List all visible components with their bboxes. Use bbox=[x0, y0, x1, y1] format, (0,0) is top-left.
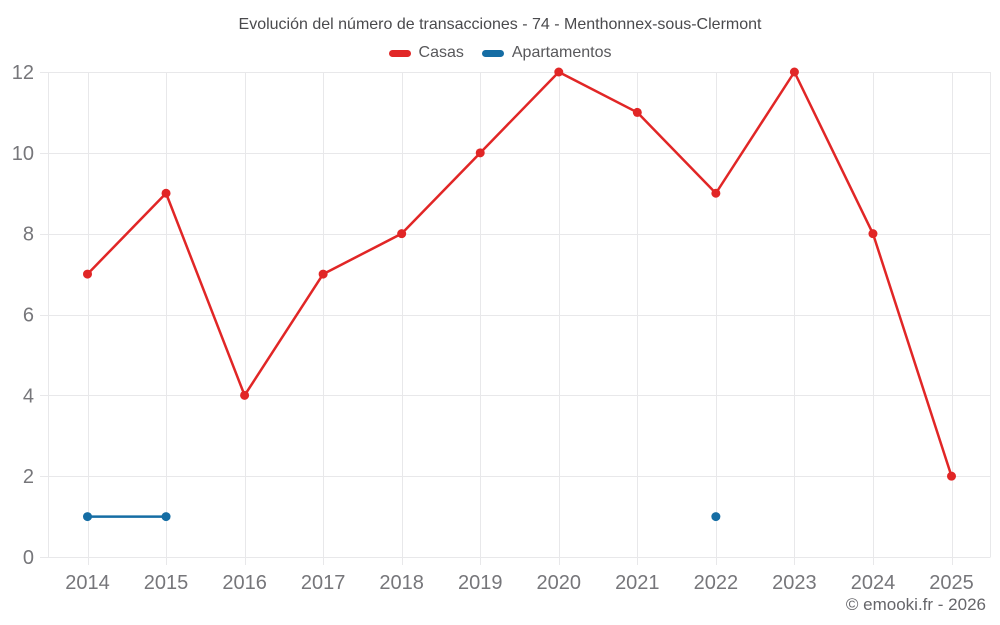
x-tick-label: 2017 bbox=[301, 572, 346, 594]
y-axis-labels: 0 2 4 6 8 10 12 bbox=[12, 62, 34, 569]
x-tick-label: 2022 bbox=[694, 572, 739, 594]
legend-label: Apartamentos bbox=[511, 44, 612, 61]
y-tick-label: 8 bbox=[23, 224, 34, 246]
x-tick-label: 2014 bbox=[65, 572, 110, 594]
y-tick-label: 6 bbox=[23, 305, 34, 327]
legend-item-apartamentos[interactable]: Apartamentos bbox=[481, 44, 612, 62]
data-point-casas-2023[interactable] bbox=[789, 67, 799, 77]
data-point-casas-2018[interactable] bbox=[397, 229, 407, 239]
y-tick-label: 2 bbox=[23, 466, 34, 488]
data-point-casas-2019[interactable] bbox=[475, 148, 485, 158]
copyright: © emooki.fr - 2026 bbox=[845, 595, 986, 614]
data-point-casas-2017[interactable] bbox=[318, 269, 328, 279]
legend-label: Casas bbox=[418, 44, 464, 61]
x-tick-label: 2019 bbox=[458, 572, 503, 594]
x-tick-label: 2023 bbox=[772, 572, 817, 594]
data-point-casas-2014[interactable] bbox=[83, 269, 92, 279]
data-point-casas-2024[interactable] bbox=[868, 229, 878, 239]
x-tick-label: 2020 bbox=[537, 572, 582, 594]
gridlines bbox=[48, 72, 991, 558]
data-point-casas-2015[interactable] bbox=[161, 188, 171, 198]
series-apartamentos bbox=[83, 512, 721, 522]
data-point-apartamentos-2014[interactable] bbox=[83, 512, 92, 522]
data-point-apartamentos-2022[interactable] bbox=[711, 512, 721, 522]
y-tick-label: 4 bbox=[23, 385, 34, 407]
data-point-casas-2022[interactable] bbox=[711, 188, 721, 198]
axis-ticks bbox=[40, 72, 953, 565]
y-tick-label: 10 bbox=[12, 143, 34, 165]
series-casas bbox=[83, 67, 956, 481]
data-point-apartamentos-2015[interactable] bbox=[161, 512, 171, 522]
x-tick-label: 2021 bbox=[615, 572, 660, 594]
series-line-casas bbox=[86, 70, 953, 478]
data-point-casas-2021[interactable] bbox=[632, 107, 642, 117]
legend-swatch-apartamentos bbox=[481, 49, 504, 57]
x-axis-labels: 2014 2015 2016 2017 2018 2019 2020 2021 2022 2023… bbox=[65, 572, 974, 594]
chart-title: Evolución del número de transacciones - … bbox=[238, 16, 762, 33]
chart-legend: Casas Apartamentos bbox=[0, 44, 1000, 62]
y-tick-label: 0 bbox=[23, 547, 34, 569]
data-point-casas-2025[interactable] bbox=[947, 471, 956, 481]
x-tick-label: 2018 bbox=[379, 572, 424, 594]
data-point-casas-2016[interactable] bbox=[240, 390, 250, 400]
x-tick-label: 2025 bbox=[929, 572, 974, 594]
x-tick-label: 2024 bbox=[851, 572, 896, 594]
y-tick-label: 12 bbox=[12, 62, 34, 84]
x-tick-label: 2015 bbox=[144, 572, 189, 594]
legend-swatch-casas bbox=[388, 49, 411, 57]
legend-item-casas[interactable]: Casas bbox=[388, 44, 464, 62]
data-point-casas-2020[interactable] bbox=[554, 67, 564, 77]
x-tick-label: 2016 bbox=[222, 572, 267, 594]
